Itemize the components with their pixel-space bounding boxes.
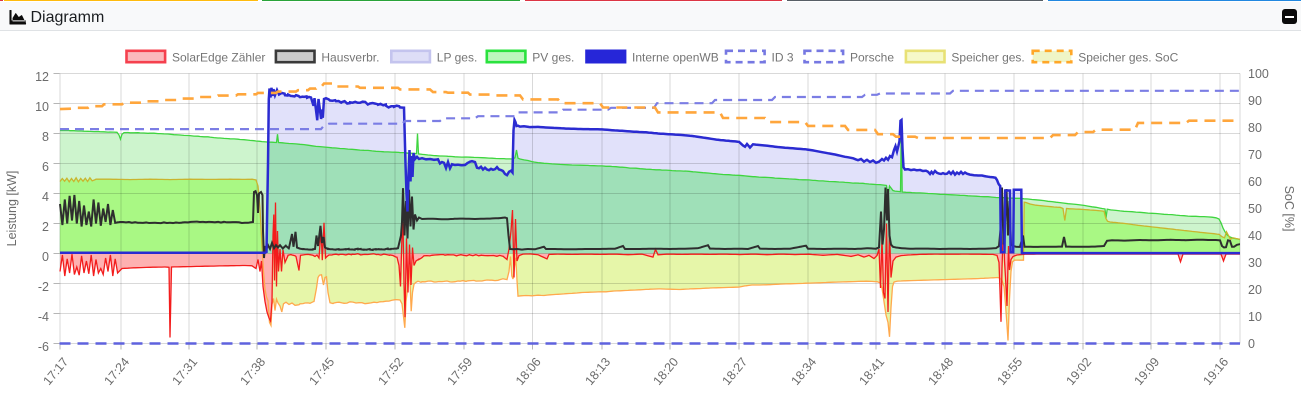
svg-text:18:13: 18:13 bbox=[582, 355, 613, 388]
svg-text:LP ges.: LP ges. bbox=[437, 51, 477, 65]
svg-text:18:20: 18:20 bbox=[650, 355, 681, 388]
svg-text:18:41: 18:41 bbox=[856, 355, 887, 388]
svg-text:90: 90 bbox=[1248, 94, 1262, 108]
svg-text:-6: -6 bbox=[38, 340, 49, 354]
svg-text:19:09: 19:09 bbox=[1131, 355, 1162, 388]
svg-text:50: 50 bbox=[1248, 202, 1262, 216]
svg-text:19:16: 19:16 bbox=[1200, 355, 1231, 388]
svg-text:Leistung [kW]: Leistung [kW] bbox=[5, 171, 19, 247]
svg-text:8: 8 bbox=[42, 130, 49, 144]
svg-text:-4: -4 bbox=[38, 310, 49, 324]
svg-text:PV ges.: PV ges. bbox=[532, 51, 574, 65]
svg-text:Hausverbr.: Hausverbr. bbox=[321, 51, 379, 65]
svg-text:Speicher ges. SoC: Speicher ges. SoC bbox=[1078, 51, 1178, 65]
svg-text:40: 40 bbox=[1248, 229, 1262, 243]
svg-text:2: 2 bbox=[42, 220, 49, 234]
svg-text:10: 10 bbox=[35, 100, 49, 114]
svg-text:30: 30 bbox=[1248, 256, 1262, 270]
svg-text:17:17: 17:17 bbox=[40, 355, 71, 388]
svg-text:Speicher ges.: Speicher ges. bbox=[951, 51, 1024, 65]
svg-text:60: 60 bbox=[1248, 175, 1262, 189]
svg-text:0: 0 bbox=[1248, 337, 1255, 351]
svg-text:17:38: 17:38 bbox=[237, 355, 268, 388]
svg-text:0: 0 bbox=[42, 250, 49, 264]
svg-text:Porsche: Porsche bbox=[850, 51, 894, 65]
svg-text:18:55: 18:55 bbox=[994, 355, 1025, 388]
svg-text:4: 4 bbox=[42, 190, 49, 204]
svg-text:18:27: 18:27 bbox=[719, 355, 750, 388]
svg-text:18:34: 18:34 bbox=[788, 355, 819, 388]
svg-text:17:59: 17:59 bbox=[444, 355, 475, 388]
svg-text:17:31: 17:31 bbox=[169, 355, 200, 388]
svg-text:SoC [%]: SoC [%] bbox=[1282, 186, 1296, 232]
svg-text:Interne openWB: Interne openWB bbox=[632, 51, 719, 65]
svg-text:12: 12 bbox=[35, 70, 49, 84]
svg-text:-2: -2 bbox=[38, 280, 49, 294]
svg-text:100: 100 bbox=[1248, 67, 1269, 81]
svg-text:18:48: 18:48 bbox=[925, 355, 956, 388]
svg-text:20: 20 bbox=[1248, 283, 1262, 297]
svg-text:80: 80 bbox=[1248, 121, 1262, 135]
svg-text:70: 70 bbox=[1248, 148, 1262, 162]
svg-text:6: 6 bbox=[42, 160, 49, 174]
svg-text:SolarEdge Zähler: SolarEdge Zähler bbox=[172, 51, 265, 65]
svg-text:10: 10 bbox=[1248, 310, 1262, 324]
svg-text:ID 3: ID 3 bbox=[772, 51, 794, 65]
svg-text:18:06: 18:06 bbox=[513, 355, 544, 388]
svg-text:17:52: 17:52 bbox=[375, 355, 406, 388]
svg-text:17:45: 17:45 bbox=[306, 355, 337, 388]
svg-text:19:02: 19:02 bbox=[1063, 355, 1094, 388]
svg-text:17:24: 17:24 bbox=[101, 355, 132, 388]
